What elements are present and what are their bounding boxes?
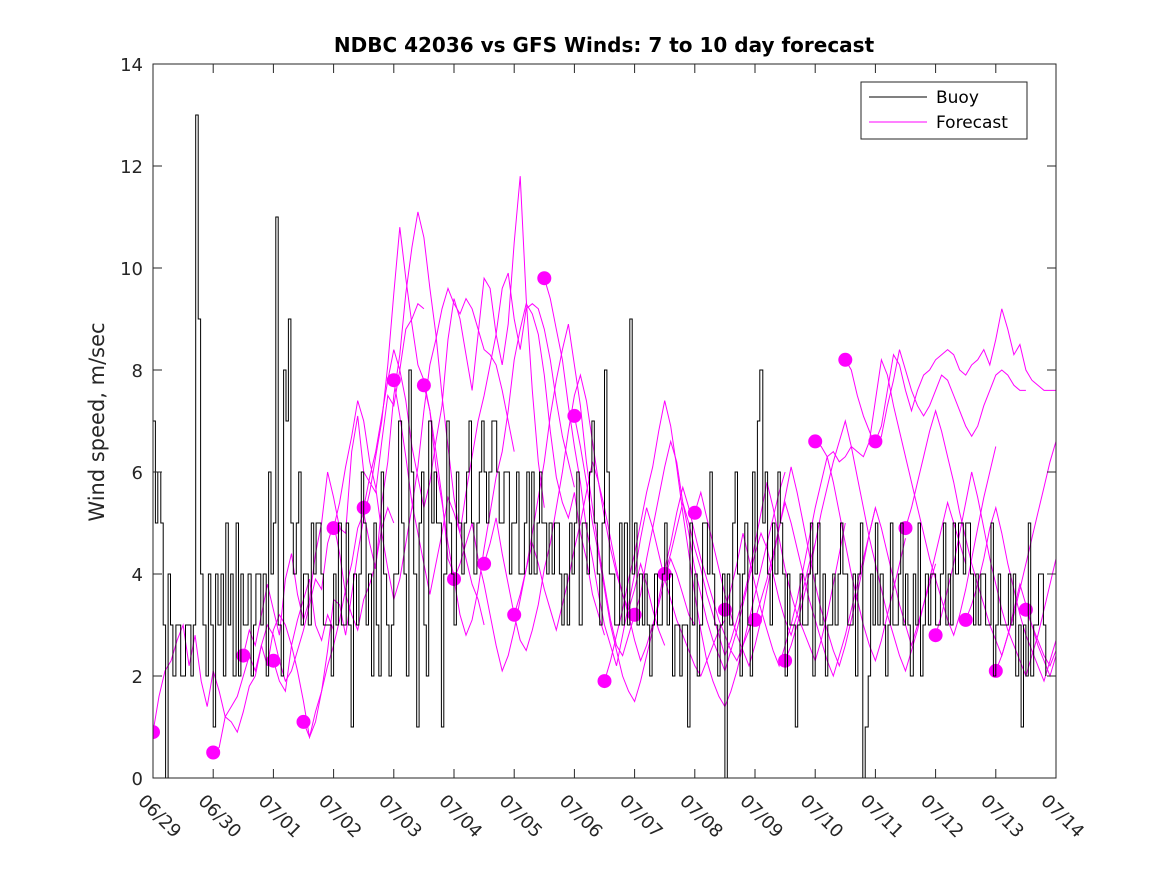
forecast-run-line xyxy=(453,323,636,673)
forecast-start-marker xyxy=(507,607,522,622)
forecast-run-line xyxy=(1025,609,1056,667)
series-group xyxy=(153,114,1056,778)
forecast-run-line xyxy=(333,286,515,600)
legend: Buoy Forecast xyxy=(860,81,1028,140)
y-tick-label: 0 xyxy=(132,769,143,790)
forecast-start-marker xyxy=(537,271,552,286)
forecast-start-marker xyxy=(386,373,401,388)
y-axis-label: Wind speed, m/sec xyxy=(85,322,109,521)
y-tick-label: 8 xyxy=(132,361,143,382)
forecast-start-marker xyxy=(958,612,973,627)
forecast-run-line xyxy=(874,308,1056,442)
forecast-start-marker xyxy=(597,674,612,689)
forecast-start-marker xyxy=(898,521,913,536)
forecast-start-marker xyxy=(266,653,281,668)
forecast-start-marker xyxy=(1018,602,1033,617)
forecast-start-marker xyxy=(868,434,883,449)
forecast-start-marker xyxy=(627,607,642,622)
buoy-series-line xyxy=(153,114,1047,778)
y-tick-label: 6 xyxy=(132,463,143,484)
plot-area xyxy=(153,114,1056,778)
forecast-start-marker xyxy=(567,408,582,423)
legend-box xyxy=(860,81,1028,140)
forecast-run-line xyxy=(724,456,906,668)
y-tick-label: 12 xyxy=(120,157,143,178)
axes-box xyxy=(152,63,1057,779)
forecast-run-line xyxy=(814,357,997,637)
forecast-start-marker xyxy=(748,612,762,627)
forecast-start-marker xyxy=(296,714,311,729)
y-tick-label: 14 xyxy=(120,55,143,76)
forecast-run-line xyxy=(212,506,395,753)
forecast-start-marker xyxy=(838,352,853,367)
forecast-start-marker xyxy=(236,648,251,663)
y-tick-label: 10 xyxy=(120,259,143,280)
forecast-start-marker xyxy=(416,378,431,393)
y-tick-label: 2 xyxy=(132,667,143,688)
chart-title: NDBC 42036 vs GFS Winds: 7 to 10 day for… xyxy=(334,33,875,57)
forecast-start-marker xyxy=(687,505,702,520)
forecast-start-marker xyxy=(808,434,823,449)
forecast-start-marker xyxy=(153,725,160,740)
forecast-start-marker xyxy=(326,521,341,536)
legend-label-buoy: Buoy xyxy=(936,88,979,108)
forecast-run-line xyxy=(935,471,1056,678)
legend-label-forecast: Forecast xyxy=(936,113,1008,133)
forecast-run-line xyxy=(242,302,425,656)
forecast-run-line xyxy=(363,176,545,508)
forecast-start-marker xyxy=(206,745,221,760)
y-tick-label: 4 xyxy=(132,565,143,586)
forecast-start-marker xyxy=(928,628,943,643)
forecast-start-marker xyxy=(477,556,492,571)
